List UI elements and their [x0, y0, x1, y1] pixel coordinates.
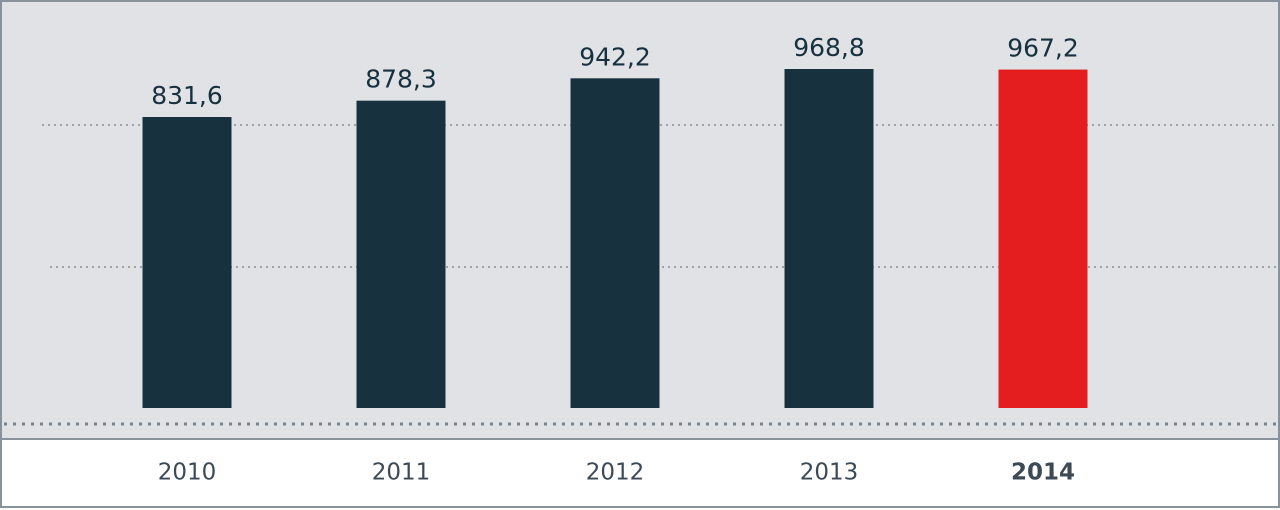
- bar: [784, 69, 874, 408]
- bar: [570, 78, 660, 408]
- x-tick-label: 2012: [586, 460, 645, 486]
- bar: [356, 100, 446, 408]
- value-label: 878,3: [365, 65, 437, 94]
- value-label: 942,2: [579, 42, 651, 71]
- x-tick-label: 2010: [158, 460, 217, 486]
- bar: [998, 69, 1088, 408]
- category-band: [0, 438, 1280, 508]
- x-tick-label: 2014: [1011, 460, 1075, 486]
- bar: [142, 117, 232, 408]
- value-label: 968,8: [793, 33, 865, 62]
- value-label: 967,2: [1007, 34, 1079, 63]
- x-tick-label: 2011: [372, 460, 431, 486]
- value-label: 831,6: [151, 81, 223, 110]
- x-tick-label: 2013: [800, 460, 859, 486]
